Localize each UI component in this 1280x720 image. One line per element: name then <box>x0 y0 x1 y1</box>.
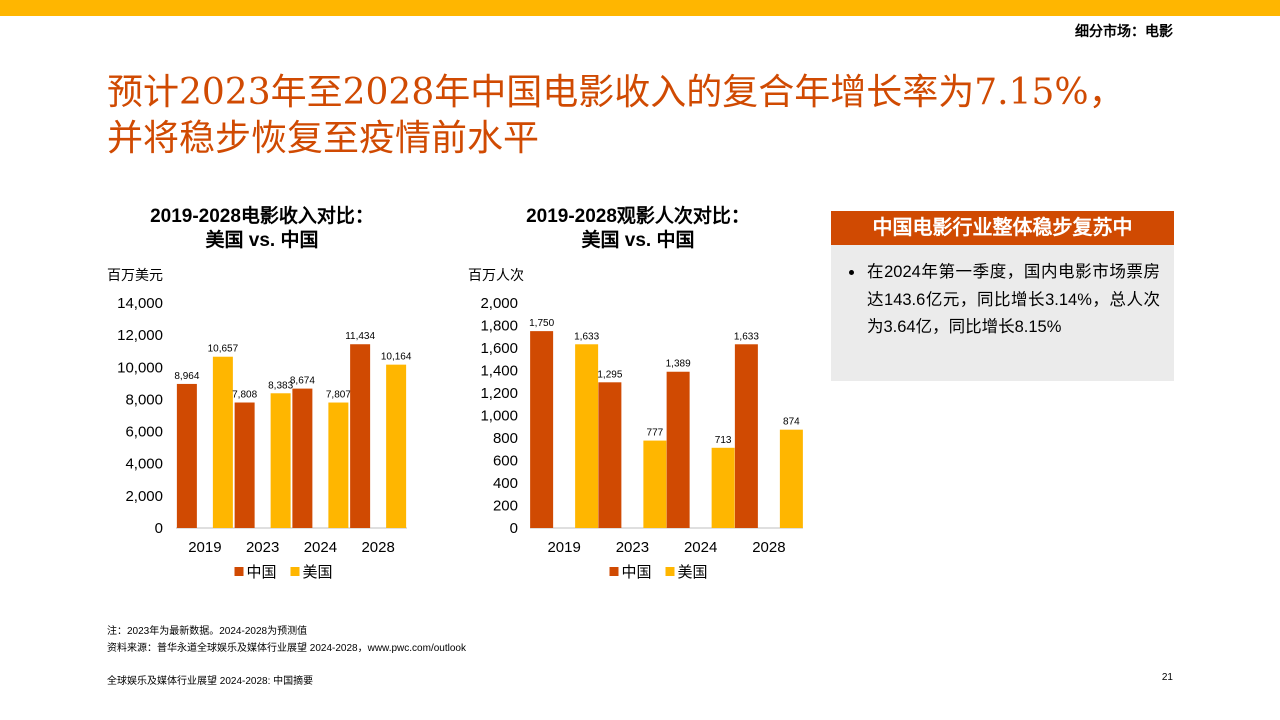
legend-label: 中国 <box>247 564 277 581</box>
data-label: 10,164 <box>381 352 412 363</box>
x-tick-label: 2023 <box>246 539 279 556</box>
bar-china-2023 <box>234 402 255 528</box>
legend-swatch <box>609 567 619 576</box>
y-tick-label: 0 <box>155 520 163 537</box>
x-tick-label: 2024 <box>684 539 717 556</box>
bar-china-2023 <box>598 382 622 528</box>
bar-china-2019 <box>176 383 197 528</box>
data-label: 11,434 <box>345 331 375 342</box>
footnote: 注：2023年为最新数据。2024-2028为预测值 <box>107 626 308 637</box>
bar-usa-2019 <box>212 356 233 528</box>
y-tick-label: 2,000 <box>125 488 163 505</box>
legend-swatch <box>665 567 675 576</box>
y-tick-label: 1,600 <box>480 340 518 357</box>
y-tick-label: 6,000 <box>125 424 163 441</box>
bar-usa-2028 <box>386 364 407 528</box>
y-tick-label: 2,000 <box>480 295 518 312</box>
data-label: 713 <box>715 435 732 446</box>
legend-swatch <box>290 567 300 576</box>
page-number: 21 <box>1161 672 1173 683</box>
x-tick-label: 2019 <box>547 539 580 556</box>
data-label: 7,808 <box>232 390 257 401</box>
bar-usa-2023 <box>270 393 291 528</box>
data-label: 874 <box>783 417 800 428</box>
bar-usa-2023 <box>643 440 667 528</box>
chart-title-line1: 2019-2028观影人次对比： <box>526 206 750 227</box>
admissions-chart: 2019-2028观影人次对比： 美国 vs. 中国 百万人次 0 200 400 6… <box>468 205 808 595</box>
top-accent-bar <box>0 0 1280 16</box>
legend-swatch <box>234 567 244 576</box>
legend-label: 中国 <box>622 564 652 581</box>
data-label: 1,295 <box>597 369 622 380</box>
data-label: 10,657 <box>208 344 239 355</box>
bar-china-2028 <box>734 344 758 528</box>
y-tick-label: 1,000 <box>480 408 518 425</box>
chart-unit-label: 百万美元 <box>107 267 163 283</box>
legend-label: 美国 <box>678 564 708 581</box>
section-label: 细分市场：电影 <box>1075 23 1173 39</box>
y-tick-label: 800 <box>493 430 518 447</box>
data-label: 777 <box>647 428 664 439</box>
data-label: 8,383 <box>268 380 293 391</box>
source-note: 资料来源：普华永道全球娱乐及媒体行业展望 2024-2028，www.pwc.c… <box>107 643 466 654</box>
x-tick-label: 2028 <box>752 539 785 556</box>
data-label: 1,633 <box>734 331 759 342</box>
insight-panel-title: 中国电影行业整体稳步复苏中 <box>831 211 1174 245</box>
y-tick-label: 1,200 <box>480 385 518 402</box>
x-tick-label: 2024 <box>304 539 337 556</box>
y-tick-label: 600 <box>493 453 518 470</box>
page-title-line1: 预计2023年至2028年中国电影收入的复合年增长率为7.15%， <box>107 72 1125 113</box>
y-tick-label: 4,000 <box>125 456 163 473</box>
revenue-chart-plot: 0 2,000 4,000 6,000 8,000 10,000 12,000 14,000 8… <box>117 295 412 581</box>
y-tick-label: 8,000 <box>125 391 163 408</box>
bar-china-2024 <box>292 388 313 528</box>
data-label: 1,389 <box>666 359 691 370</box>
revenue-chart: 2019-2028电影收入对比： 美国 vs. 中国 百万美元 0 2,000 4,… <box>107 205 417 595</box>
x-tick-label: 2019 <box>188 539 221 556</box>
y-tick-label: 10,000 <box>117 359 163 376</box>
data-label: 1,633 <box>574 331 599 342</box>
bar-china-2019 <box>530 331 554 528</box>
chart-unit-label: 百万人次 <box>468 267 524 283</box>
y-tick-label: 200 <box>493 498 518 515</box>
document-title: 全球娱乐及媒体行业展望 2024-2028: 中国摘要 <box>107 676 314 687</box>
chart-title-line2: 美国 vs. 中国 <box>205 230 319 251</box>
page-title-line2: 并将稳步恢复至疫情前水平 <box>107 118 540 159</box>
data-label: 7,807 <box>326 390 351 401</box>
chart-title-line2: 美国 vs. 中国 <box>581 230 695 251</box>
y-tick-label: 0 <box>510 520 518 537</box>
insight-bullet: 在2024年第一季度，国内电影市场票房达143.6亿元，同比增长3.14%，总人… <box>865 259 1160 342</box>
y-tick-label: 12,000 <box>117 327 163 344</box>
y-tick-label: 400 <box>493 475 518 492</box>
y-tick-label: 1,800 <box>480 318 518 335</box>
bar-usa-2024 <box>711 447 735 528</box>
bar-usa-2024 <box>328 402 349 528</box>
data-label: 1,750 <box>529 318 554 329</box>
data-label: 8,964 <box>174 371 199 382</box>
bar-china-2024 <box>666 371 690 528</box>
insight-panel: 中国电影行业整体稳步复苏中 在2024年第一季度，国内电影市场票房达143.6亿… <box>831 211 1174 381</box>
page-title: 预计2023年至2028年中国电影收入的复合年增长率为7.15%， 并将稳步恢复… <box>107 70 1187 162</box>
chart-title-line1: 2019-2028电影收入对比： <box>150 206 374 227</box>
legend-label: 美国 <box>303 564 333 581</box>
y-tick-label: 14,000 <box>117 295 163 312</box>
bar-usa-2019 <box>575 344 599 528</box>
x-tick-label: 2028 <box>361 539 394 556</box>
bar-usa-2028 <box>779 429 803 528</box>
y-tick-label: 1,400 <box>480 363 518 380</box>
data-label: 8,674 <box>290 376 315 387</box>
bar-china-2028 <box>350 344 371 528</box>
chart-title: 2019-2028电影收入对比： 美国 vs. 中国 <box>107 205 417 253</box>
chart-title: 2019-2028观影人次对比： 美国 vs. 中国 <box>468 205 808 253</box>
x-tick-label: 2023 <box>616 539 649 556</box>
insight-list: 在2024年第一季度，国内电影市场票房达143.6亿元，同比增长3.14%，总人… <box>831 245 1174 342</box>
admissions-chart-plot: 0 200 400 600 800 1,000 1,200 1,400 1,600 1,800 2,… <box>480 295 803 581</box>
